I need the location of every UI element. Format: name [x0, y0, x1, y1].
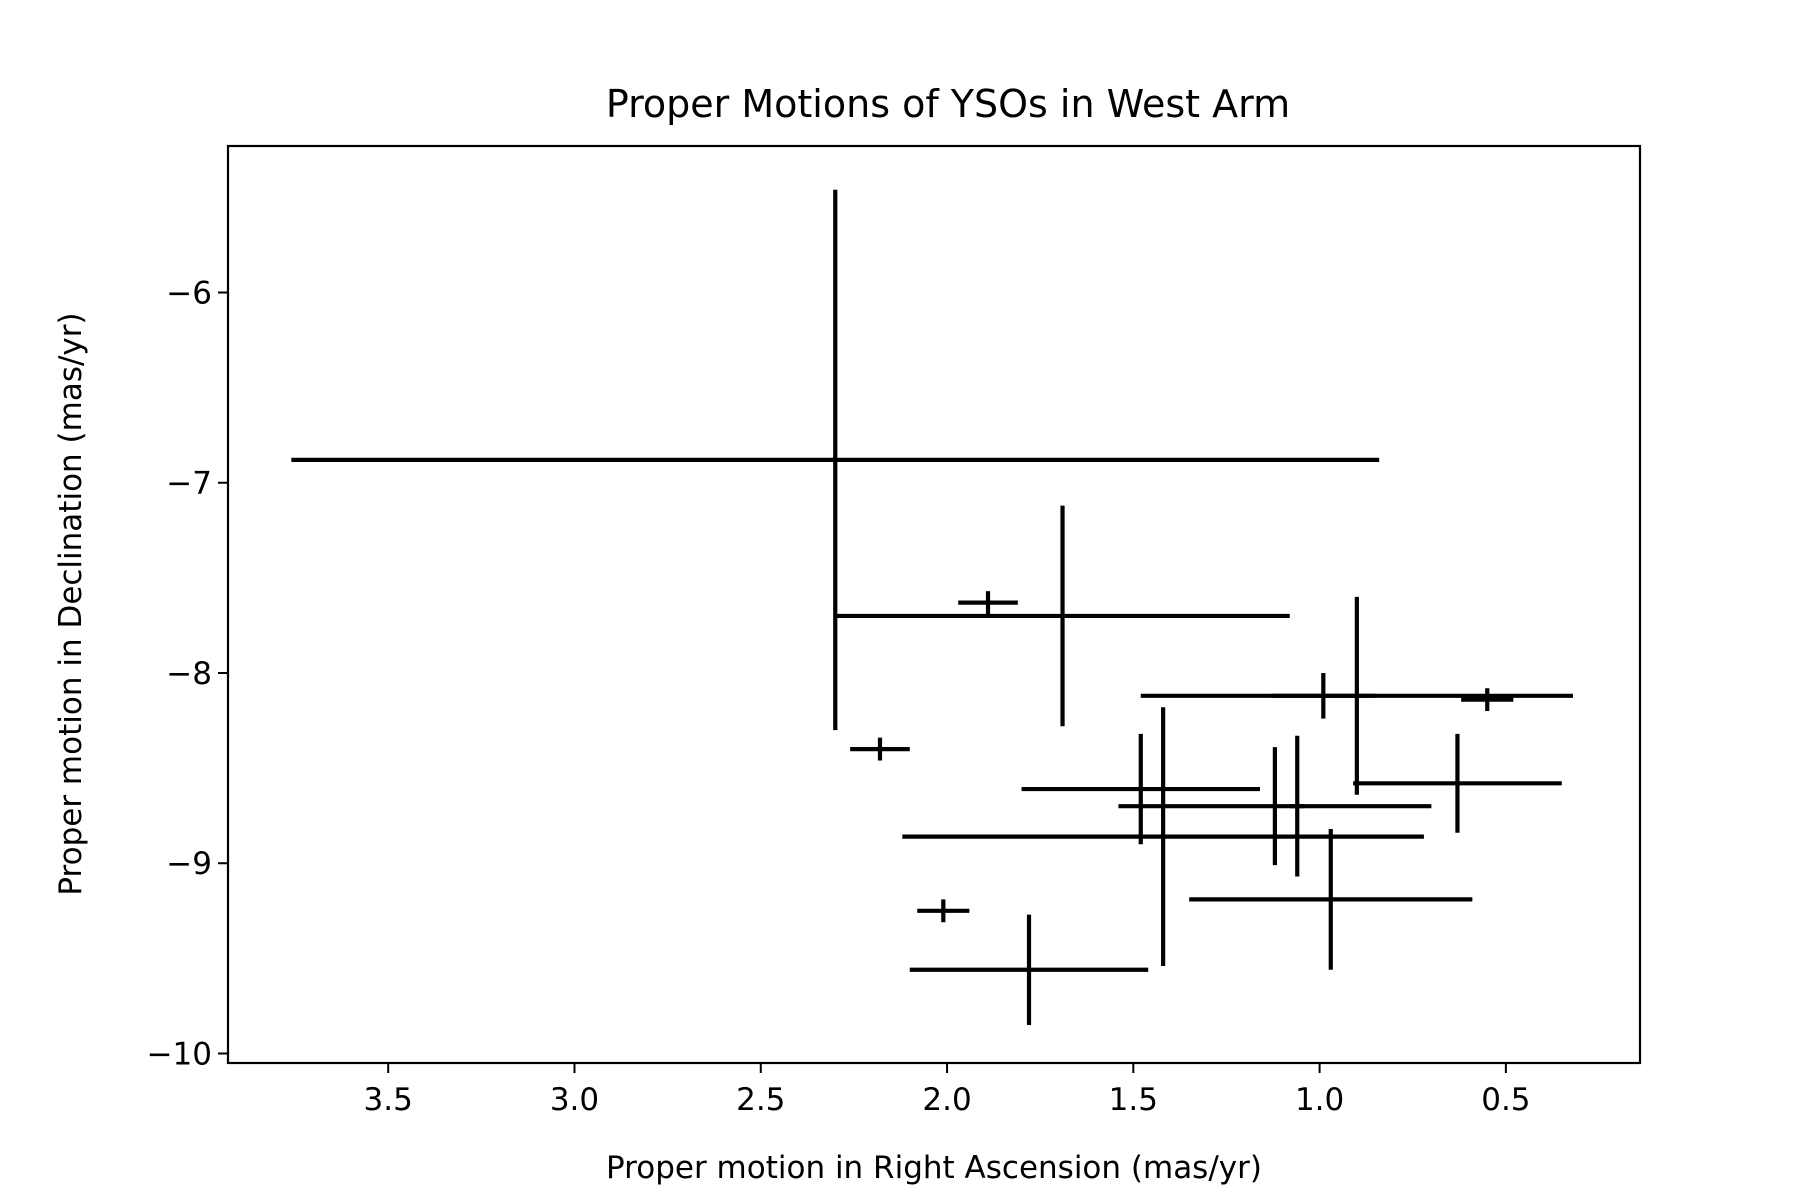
y-tick-label: −10 [147, 1036, 212, 1072]
x-tick-label: 3.5 [364, 1082, 413, 1118]
x-tick-label: 3.0 [550, 1082, 599, 1118]
plot-frame [226, 144, 1642, 1065]
x-tick-label: 1.5 [1109, 1082, 1158, 1118]
y-tick-label: −8 [166, 656, 212, 692]
data-point [291, 189, 1380, 731]
x-tick-label: 2.5 [736, 1082, 785, 1118]
error-bars [291, 189, 1573, 1025]
data-point [1353, 733, 1562, 833]
x-axis-ticks: 3.5 3.0 2.5 2.0 1.5 1.0 0.5 [364, 1063, 1531, 1118]
data-point [1118, 747, 1432, 866]
x-tick-label: 1.0 [1295, 1082, 1344, 1118]
data-point [835, 505, 1290, 727]
x-tick-label: 2.0 [922, 1082, 971, 1118]
chart-title: Proper Motions of YSOs in West Arm [606, 82, 1290, 126]
data-point [1461, 688, 1514, 712]
y-tick-label: −7 [166, 466, 212, 502]
x-tick-label: 0.5 [1481, 1082, 1530, 1118]
y-tick-label: −6 [166, 275, 212, 311]
data-point [902, 707, 1424, 966]
data-point [850, 737, 910, 761]
y-axis-ticks: −6 −7 −8 −9 −10 [147, 275, 228, 1072]
data-point [958, 591, 1018, 615]
data-point [909, 914, 1149, 1025]
x-axis-label: Proper motion in Right Ascension (mas/yr… [606, 1150, 1262, 1186]
y-axis-label: Proper motion in Declination (mas/yr) [53, 312, 89, 895]
data-point [1189, 828, 1473, 970]
y-tick-label: −9 [166, 846, 212, 882]
data-point [1021, 733, 1260, 845]
data-point [1271, 672, 1376, 719]
data-point [1289, 735, 1305, 877]
data-point [917, 899, 970, 923]
